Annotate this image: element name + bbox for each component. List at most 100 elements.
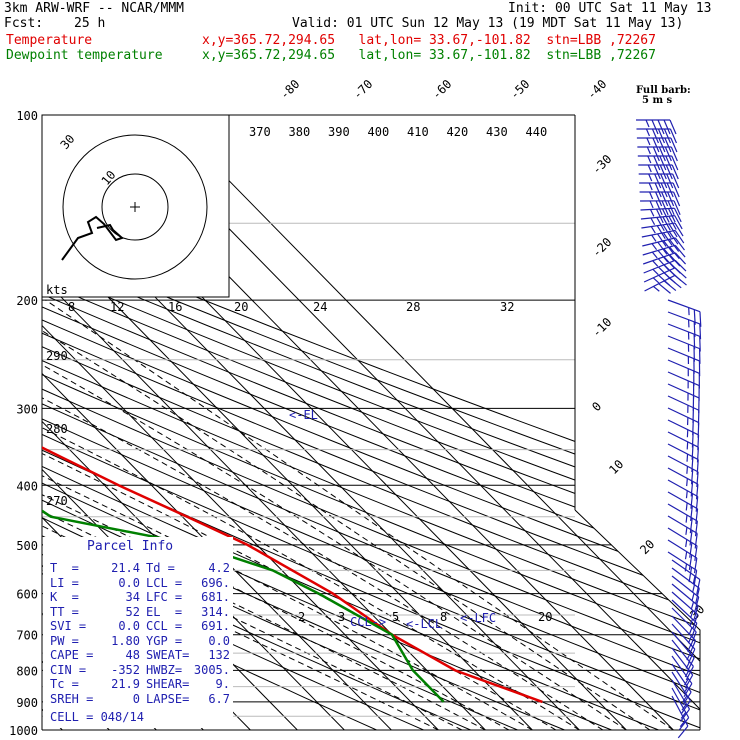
wind-barb [638,173,680,189]
barb-full [699,311,702,327]
barb-full [651,119,659,135]
wind-barb [667,323,701,352]
barb-full [657,250,669,263]
barb-shaft [667,455,699,473]
barb-full [690,481,694,497]
barb-half [687,405,689,413]
wind-barb [667,515,698,549]
pressure-label: 800 [16,664,38,678]
wind-barb [671,687,690,731]
parcel-field-value: 0.0 [208,633,230,648]
barb-full [691,456,694,473]
barb-half [647,155,652,164]
barb-half [645,128,651,137]
isotherm-line [42,115,533,730]
hodograph-trace [61,215,124,261]
barb-full [678,717,690,731]
isotherm-line [0,115,15,730]
barb-full [660,173,668,189]
theta-label: 370 [249,125,271,139]
barb-half [688,307,690,316]
wind-barb [667,431,700,463]
parcel-field-value: 132 [208,648,230,662]
barb-full [683,683,693,697]
mixing-ratio-label: 32 [500,300,514,314]
parcel-field-label: LCL = [146,575,183,590]
wind-barb [644,274,687,294]
barb-half [686,466,689,474]
mixing-ratio-label: 8 [68,300,75,314]
barb-half [683,686,689,694]
parcel-row: LI = 0.0 LCL = 696. [50,576,230,591]
moist-adiabat [42,299,604,730]
barb-half [651,251,658,259]
wind-barb [667,395,700,426]
temperature-location: x,y=365.72,294.65 lat,lon= 33.67,-101.82… [202,33,656,48]
barb-half [690,610,694,618]
barb-full [664,146,672,162]
barb-half [686,441,689,450]
theta-labels: 370 380 390 400 410 420 430 440 290 280 270 [46,125,547,508]
isotherm-label: -10 [589,315,614,340]
wind-barb [667,299,702,327]
parcel-row: PW = 1.80 YGP = 0.0 [50,634,230,649]
barb-full [666,182,674,198]
barb-half [691,593,695,601]
parcel-field-value: 3005. [193,662,230,677]
el-marker: <-EL [289,408,318,422]
barb-full [669,128,678,144]
barb-full [653,164,661,180]
barb-full [674,222,684,237]
barb-boundary [574,509,701,730]
barb-full [659,164,667,180]
parcel-field-label: LI = [50,575,79,590]
mixing-ratio-label: 24 [313,300,327,314]
barb-full [673,207,682,223]
parcel-field-value: 0.0 [118,575,140,590]
barb-full [667,191,675,207]
pressure-label: 200 [16,294,38,308]
barb-legend-line1: Full barb: [636,85,691,96]
parcel-field-label: HWBZ= [146,662,183,677]
barb-full [694,545,698,561]
barb-half [682,695,688,703]
parcel-row: T = 21.4 Td = 4.2 [50,561,230,576]
barb-full [665,164,673,180]
barb-half [649,200,654,209]
parcel-field-label: CAPE = [50,648,94,662]
barb-half [649,191,654,200]
parcel-field-label: SHEAR= [146,677,190,691]
parcel-field-value: 0.0 [118,619,140,633]
isotherm-label: 10 [606,457,626,477]
pressure-label: 100 [16,109,38,123]
wind-barb [671,671,691,714]
pressure-label: 900 [16,696,38,710]
barb-full [655,200,663,216]
barb-full [674,215,683,230]
barb-half [648,173,653,182]
barb-shaft [644,274,676,292]
parcel-field-value: 21.9 [111,677,140,691]
barb-shaft [667,359,700,374]
barb-full [690,505,693,522]
barb-half [685,490,688,499]
barb-full [674,252,687,265]
barb-full [689,542,693,558]
isotherm-label: -80 [277,77,302,102]
parcel-field-label: YGP = [146,633,183,648]
parcel-field-label: CIN = [50,662,87,677]
mixing-ratio-label-lower: 2 [298,610,305,624]
isotherm-label: -40 [584,77,609,102]
mixing-ratio-label: 20 [234,300,248,314]
theta-label: 440 [526,125,548,139]
parcel-field-label: K = [50,590,79,604]
wind-barb [667,335,701,364]
hodograph-ring-inner [101,173,169,241]
parcel-row: K = 34 LFC = 681. [50,590,230,605]
model-title: 3km ARW-WRF -- NCAR/MMM [4,1,185,16]
parcel-field-label: TT = [50,604,79,619]
barb-full [680,708,690,722]
wind-barb [667,503,698,537]
barb-half [685,539,688,548]
